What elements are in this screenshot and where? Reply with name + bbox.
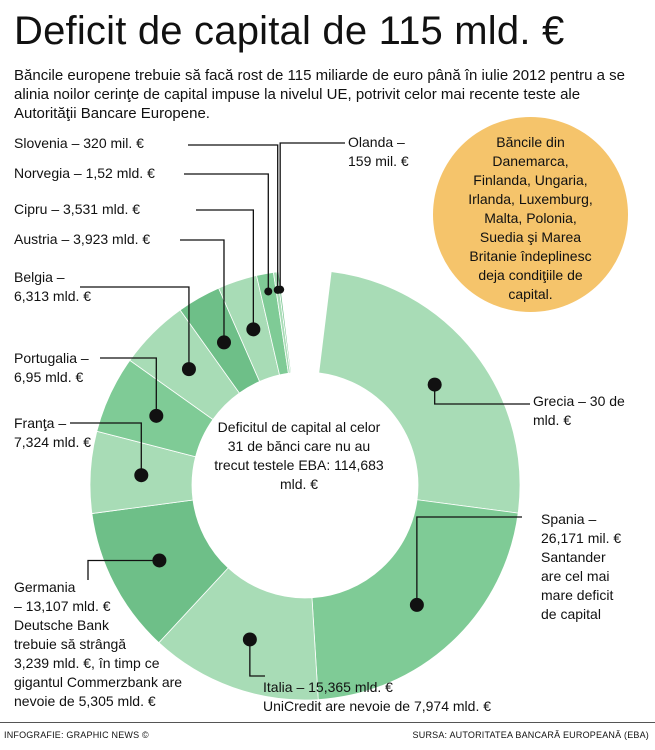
marker-spania [409,597,424,612]
info-note-line: Suedia şi Marea [479,229,582,245]
marker-norvegia [264,287,273,296]
label-slovenia: Slovenia – 320 mil. € [14,135,144,151]
label-portugalia-line: Portugalia – [14,350,89,366]
page-title: Deficit de capital de 115 mld. € [14,9,565,53]
label-olanda-line: Olanda – [348,134,405,150]
info-note-bubble: Băncile din Danemarca, Finlanda, Ungaria, I… [433,117,628,312]
info-note-line: Danemarca, [492,153,569,169]
marker-belgia [181,362,196,377]
info-note-line: Băncile din [496,134,565,150]
marker-austria [216,335,231,350]
leader-italia [249,639,265,677]
label-franta: Franţa – 7,324 mld. € [14,414,91,452]
label-portugalia-line: 6,95 mld. € [14,369,84,385]
label-germania-line: Germania [14,579,76,595]
footer-divider [0,722,655,723]
info-note-line: Finlanda, Ungaria, [473,172,588,188]
label-grecia: Grecia – 30 de mld. € [533,392,625,430]
label-spania-line: mare deficit [541,587,614,603]
label-grecia-line: mld. € [533,412,572,428]
leader-olanda [279,142,345,290]
label-cipru: Cipru – 3,531 mld. € [14,201,141,217]
info-note-line: capital. [508,286,553,302]
marker-franta [134,468,149,483]
page-subtitle: Băncile europene trebuie să facă rost de… [14,67,625,122]
leader-portugalia [100,357,157,416]
label-italia-line: UniCredit are nevoie de 7,974 mld. € [263,698,492,714]
label-franta-line: 7,324 mld. € [14,434,92,450]
label-germania-line: trebuie să strângă [14,636,127,652]
center-total-text: Deficitul de capital al celor 31 de bănc… [214,419,384,492]
marker-italia [242,632,257,647]
label-franta-line: Franţa – [14,415,67,431]
label-germania-line: gigantul Commerzbank are [14,674,183,690]
label-olanda-line: 159 mil. € [348,153,409,169]
label-germania-line: – 13,107 mld. € [14,598,111,614]
leader-spania [416,516,522,605]
leader-cipru [196,209,254,330]
label-germania: Germania – 13,107 mld. € Deutsche Bank treb… [14,578,182,711]
footer-credit: INFOGRAFIE: GRAPHIC NEWS © [4,730,149,740]
label-italia: Italia – 15,365 mld. € UniCredit are nevo… [263,678,491,716]
label-spania-line: 26,171 mil. € [541,530,622,546]
leader-germania [87,559,160,580]
info-note-line: Britanie îndeplinesc [469,248,592,264]
label-belgia-line: Belgia – [14,269,65,285]
label-spania-line: are cel mai [541,568,610,584]
info-note-line: deja condiţiile de [478,267,583,283]
leader-slovenia [188,144,279,290]
marker-cipru [246,322,261,337]
label-spania: Spania – 26,171 mil. € Santander are cel ma… [541,510,621,624]
label-italia-line: Italia – 15,365 mld. € [263,679,393,695]
label-germania-line: nevoie de 5,305 mld. € [14,693,156,709]
label-norvegia: Norvegia – 1,52 mld. € [14,165,155,181]
label-belgia: Belgia – 6,313 mld. € [14,268,91,306]
marker-portugalia [149,408,164,423]
label-olanda: Olanda – 159 mil. € [348,133,409,171]
label-spania-line: Spania – [541,511,597,527]
marker-germania [152,553,167,568]
slice-grecia [318,271,521,514]
leader-norvegia [184,173,269,292]
label-grecia-line: Grecia – 30 de [533,393,625,409]
info-note-text: Băncile din Danemarca, Finlanda, Ungaria, I… [468,133,593,304]
leader-austria [180,239,225,343]
leader-belgia [80,286,190,370]
info-note-line: Irlanda, Luxemburg, [468,191,593,207]
info-note-line: Malta, Polonia, [484,210,577,226]
label-spania-line: de capital [541,606,601,622]
marker-grecia [427,377,442,392]
label-spania-line: Santander [541,549,606,565]
label-belgia-line: 6,313 mld. € [14,288,92,304]
label-germania-line: Deutsche Bank [14,617,109,633]
footer-source: SURSA: AUTORITATEA BANCARĂ EUROPEANĂ (EB… [412,730,649,740]
leader-franta [70,422,142,476]
marker-olanda [276,285,285,294]
label-austria: Austria – 3,923 mld. € [14,231,151,247]
label-portugalia: Portugalia – 6,95 mld. € [14,349,89,387]
label-germania-line: 3,239 mld. €, în timp ce [14,655,160,671]
